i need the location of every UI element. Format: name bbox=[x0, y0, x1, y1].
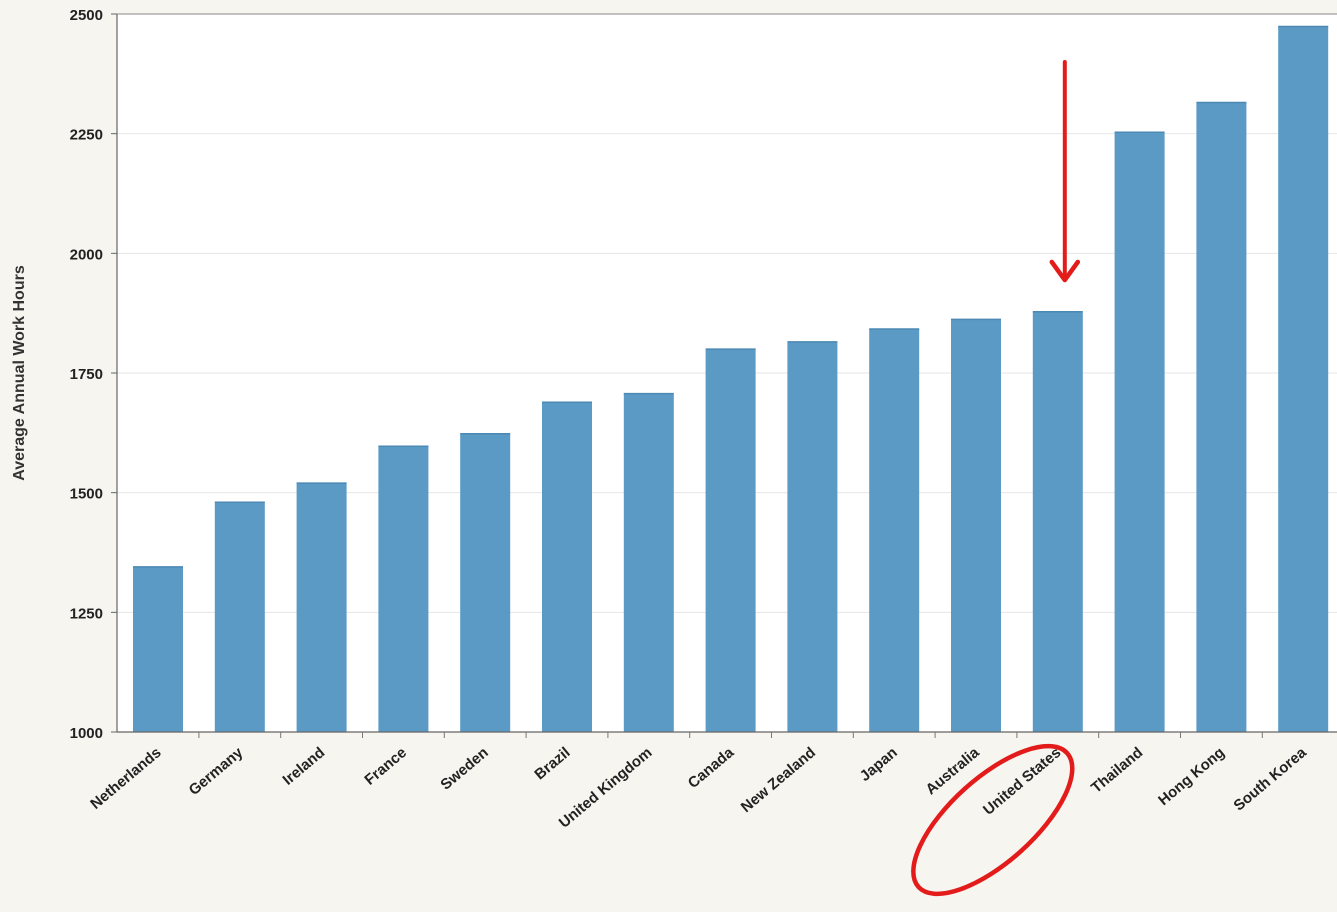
bar bbox=[787, 341, 838, 732]
y-tick-label: 1500 bbox=[70, 486, 103, 503]
y-tick-label: 1750 bbox=[70, 366, 103, 383]
bar bbox=[1114, 132, 1165, 733]
bar bbox=[951, 319, 1001, 732]
bar bbox=[1032, 311, 1083, 732]
bars bbox=[133, 25, 1329, 733]
annotations bbox=[911, 60, 1081, 897]
bar bbox=[460, 433, 511, 732]
y-axis-label: Average Annual Work Hours bbox=[11, 265, 28, 481]
y-tick-label: 2500 bbox=[70, 7, 103, 24]
bar bbox=[705, 349, 756, 732]
bar bbox=[378, 446, 429, 732]
bar bbox=[869, 328, 920, 732]
bar bbox=[214, 502, 265, 732]
bar bbox=[623, 393, 674, 732]
highlight-ellipse bbox=[911, 743, 1075, 897]
bar bbox=[296, 483, 347, 732]
y-tick-label: 2250 bbox=[70, 127, 103, 144]
bar bbox=[1278, 26, 1329, 733]
highlight-arrow-head bbox=[1049, 259, 1081, 283]
y-tick-label: 1250 bbox=[70, 605, 103, 622]
bar bbox=[542, 402, 592, 732]
y-tick-label: 2000 bbox=[70, 246, 103, 263]
y-tick-label: 1000 bbox=[70, 725, 103, 742]
bar bbox=[133, 566, 183, 732]
bar bbox=[1196, 102, 1247, 732]
y-axis-ticks: 1000 1250 1500 1750 2000 2250 2500 bbox=[70, 7, 117, 742]
